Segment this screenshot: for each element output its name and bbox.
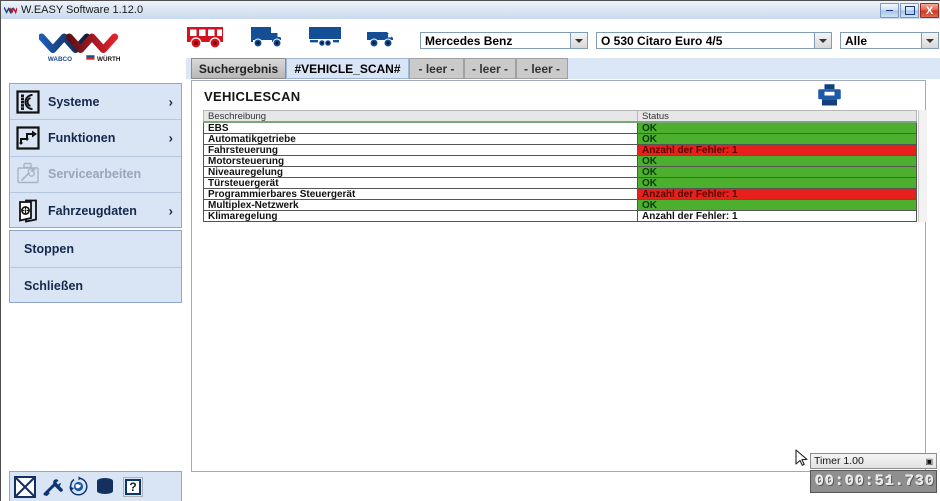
- svg-text:WABCO: WABCO: [48, 56, 72, 63]
- svg-text:WÜRTH: WÜRTH: [97, 54, 121, 63]
